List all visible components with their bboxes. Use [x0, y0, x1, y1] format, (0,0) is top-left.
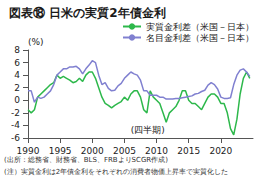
svg-text:0: 0: [14, 95, 20, 105]
svg-text:(出所：総務省、財務省、BLS、FRBよりSCGR作成): (出所：総務省、財務省、BLS、FRBよりSCGR作成): [4, 156, 168, 164]
svg-text:(%): (%): [28, 37, 44, 47]
svg-text:2020: 2020: [209, 146, 232, 156]
svg-text:2: 2: [14, 83, 20, 93]
svg-text:2015: 2015: [177, 146, 200, 156]
svg-text:-2: -2: [11, 108, 20, 118]
svg-text:4: 4: [14, 70, 20, 80]
svg-text:2005: 2005: [113, 146, 136, 156]
svg-text:(四半期): (四半期): [131, 125, 165, 135]
svg-text:-6: -6: [11, 133, 20, 143]
svg-text:1995: 1995: [49, 146, 72, 156]
svg-text:実質金利差（米国－日本）: 実質金利差（米国－日本）: [146, 22, 254, 32]
svg-text:図表⑱ 日米の実質2年債金利: 図表⑱ 日米の実質2年債金利: [9, 6, 166, 20]
svg-text:8: 8: [14, 45, 20, 55]
svg-text:6: 6: [14, 58, 20, 68]
svg-text:名目金利差（米国－日本）: 名目金利差（米国－日本）: [146, 33, 254, 43]
svg-text:-4: -4: [11, 120, 20, 130]
svg-text:2000: 2000: [81, 146, 104, 156]
svg-text:1990: 1990: [17, 146, 40, 156]
svg-text:(注）実質金利は2年債金利をそれぞれの消費者物価上昇率で実質: (注）実質金利は2年債金利をそれぞれの消費者物価上昇率で実質化した: [4, 168, 228, 176]
svg-text:2010: 2010: [145, 146, 168, 156]
